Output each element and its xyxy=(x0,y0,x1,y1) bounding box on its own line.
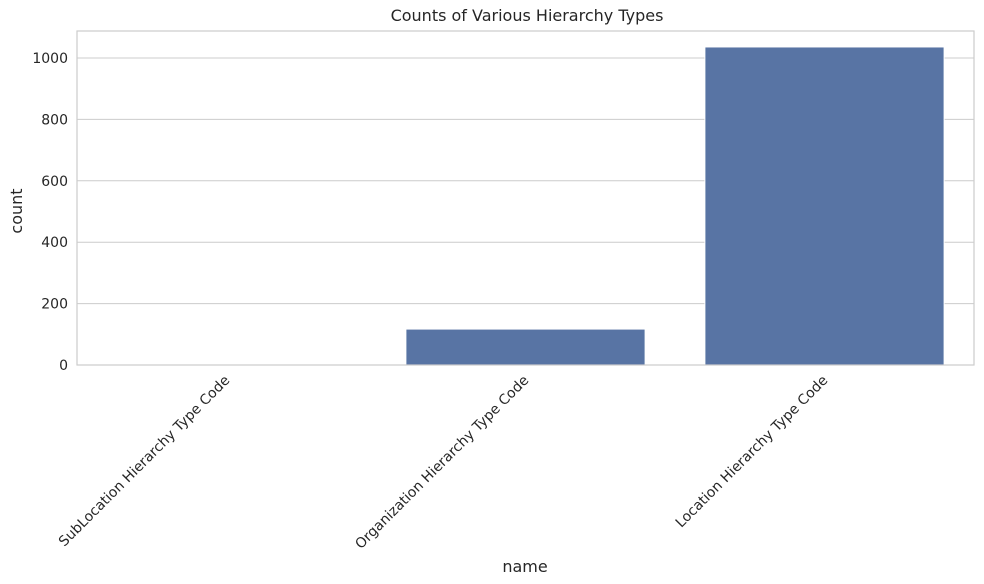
x-axis-label: name xyxy=(502,557,547,576)
y-tick-label: 0 xyxy=(59,358,68,374)
x-tick-label: SubLocation Hierarchy Type Code xyxy=(56,373,233,550)
chart-title: Counts of Various Hierarchy Types xyxy=(391,6,664,25)
y-tick-label: 600 xyxy=(41,174,68,190)
x-tick-label: Organization Hierarchy Type Code xyxy=(352,373,532,553)
x-tick-labels: SubLocation Hierarchy Type Code Organizat… xyxy=(56,373,831,553)
y-tick-label: 800 xyxy=(41,112,68,128)
plot-frame xyxy=(76,30,975,366)
y-tick-label: 200 xyxy=(41,297,68,313)
x-tick-label: Location Hierarchy Type Code xyxy=(673,373,832,532)
y-tick-labels: 0 200 400 600 800 1000 xyxy=(32,51,68,374)
bar-2 xyxy=(704,46,945,366)
y-tick-label: 1000 xyxy=(32,51,68,67)
y-tick-label: 400 xyxy=(41,235,68,251)
bars xyxy=(106,46,945,366)
bar-1 xyxy=(405,328,646,366)
y-axis-label: count xyxy=(7,188,26,233)
